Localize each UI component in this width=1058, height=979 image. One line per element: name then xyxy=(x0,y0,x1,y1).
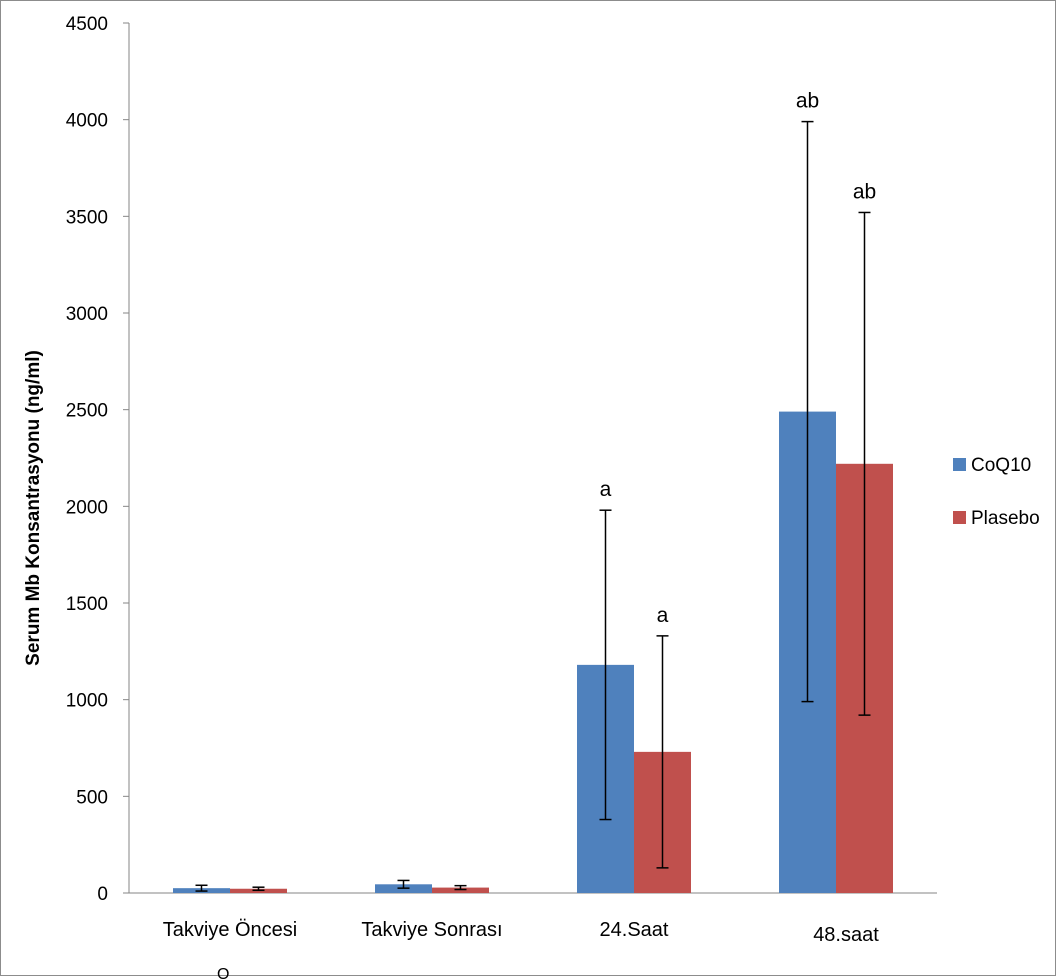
x-tick-label: 24.Saat xyxy=(600,919,669,941)
significance-label: a xyxy=(657,604,669,627)
legend-label: CoQ10 xyxy=(971,455,1031,476)
y-tick-label: 500 xyxy=(76,787,108,808)
y-tick-labels: 0 500 1000 1500 2000 2500 3000 3500 4000 4500 xyxy=(66,14,108,905)
significance-label: ab xyxy=(853,180,876,203)
legend-swatch-coq10 xyxy=(953,458,966,471)
legend-label: Plasebo xyxy=(971,508,1040,529)
y-tick-label: 3000 xyxy=(66,304,108,325)
x-tick-label: Takviye Öncesi xyxy=(163,919,298,941)
bars xyxy=(173,411,893,893)
y-tick-label: 1500 xyxy=(66,594,108,615)
legend-swatch-plasebo xyxy=(953,511,966,524)
y-axis-label: Serum Mb Konsantrasyonu (ng/ml) xyxy=(23,350,44,666)
annotations: a ab a ab xyxy=(600,90,877,627)
bottom-text-fragment: Ö xyxy=(217,967,230,979)
y-tick-label: 1000 xyxy=(66,691,108,712)
legend: CoQ10 Plasebo xyxy=(953,455,1040,529)
x-tick-label: Takviye Sonrası xyxy=(361,919,502,941)
error-bars xyxy=(195,120,871,892)
y-tick-label: 0 xyxy=(97,884,108,905)
y-tick-label: 2500 xyxy=(66,401,108,422)
significance-label: ab xyxy=(796,90,819,113)
x-tick-labels: Takviye Öncesi Takviye Sonrası 24.Saat 48.s… xyxy=(163,919,879,946)
y-tick-label: 4000 xyxy=(66,111,108,132)
significance-label: a xyxy=(600,478,612,501)
bar-plasebo xyxy=(432,887,489,893)
x-tick-label: 48.saat xyxy=(813,924,879,946)
y-tick-label: 2000 xyxy=(66,497,108,518)
y-tick-label: 3500 xyxy=(66,207,108,228)
y-tick-label: 4500 xyxy=(66,14,108,35)
